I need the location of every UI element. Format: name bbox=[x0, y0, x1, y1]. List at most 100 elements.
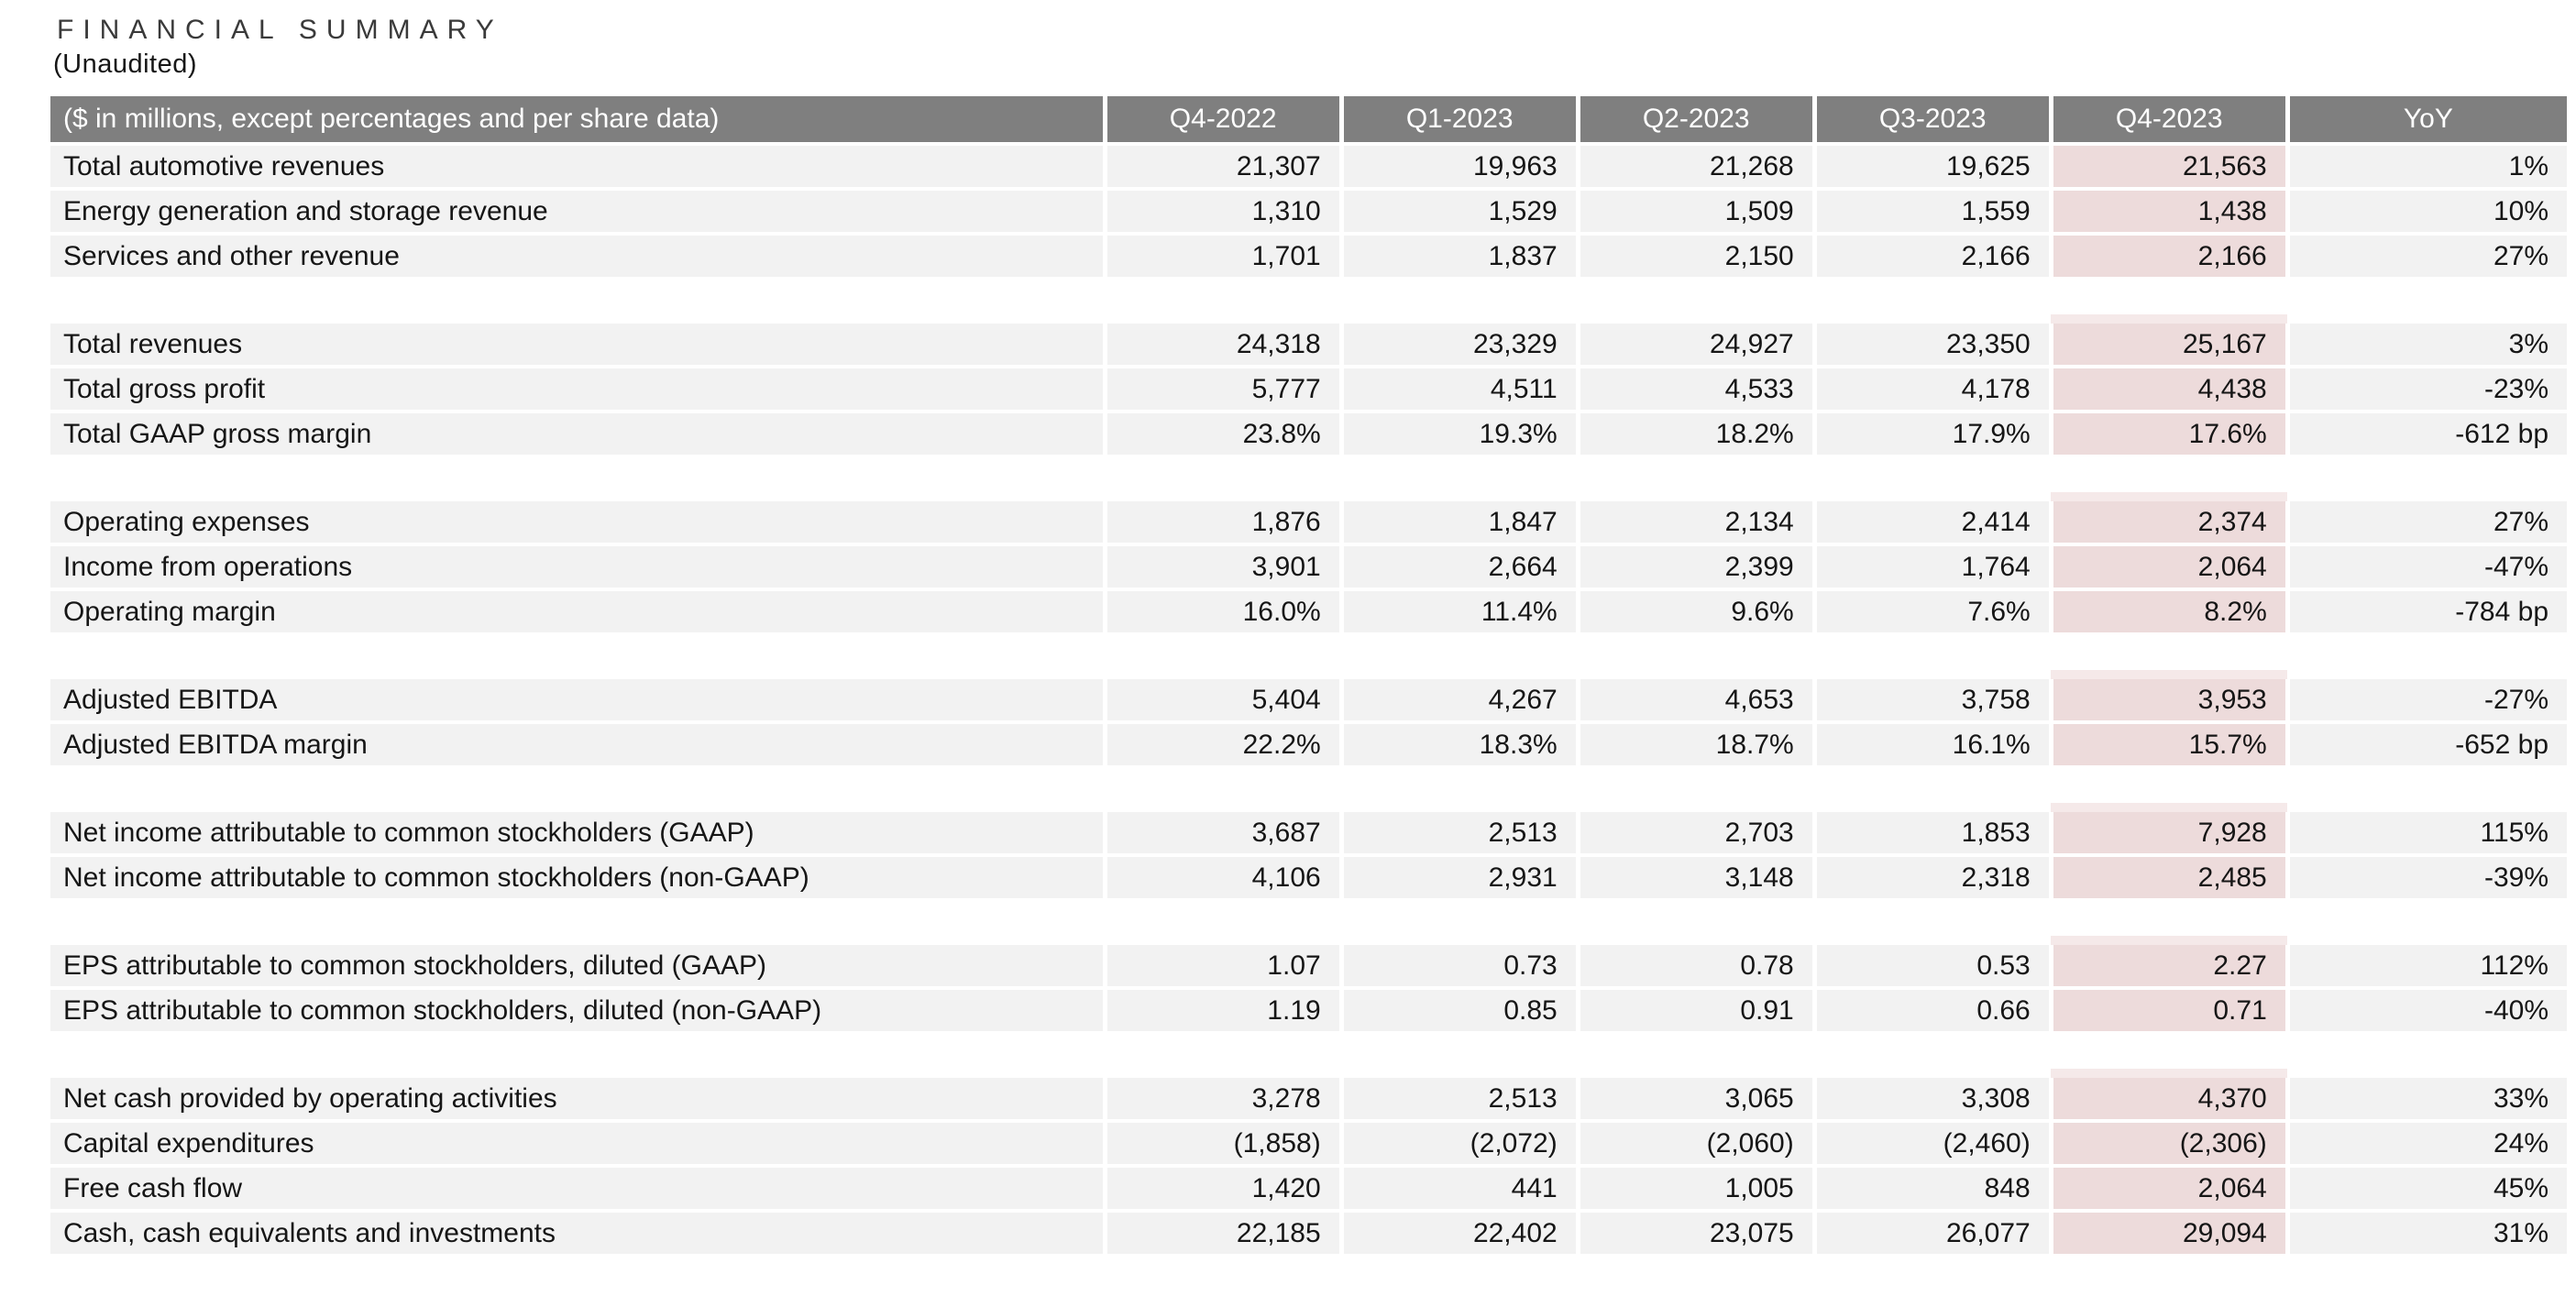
cell-value: 0.66 bbox=[1814, 988, 2053, 1035]
gap-cell bbox=[1578, 767, 1815, 812]
cell-value: 27% bbox=[2287, 234, 2567, 280]
group-gap-row bbox=[50, 456, 2567, 501]
cell-value: 2,414 bbox=[1814, 501, 2053, 546]
cell-value: 2,150 bbox=[1578, 234, 1817, 280]
gap-cell bbox=[1341, 456, 1579, 501]
cell-value: 11.4% bbox=[1341, 589, 1580, 636]
cell-value: 1,847 bbox=[1341, 501, 1580, 546]
cell-value-highlight: 29,094 bbox=[2051, 1211, 2290, 1258]
cell-value-highlight: 2,064 bbox=[2051, 544, 2290, 591]
cell-value: 2,166 bbox=[1814, 234, 2053, 280]
cell-value: 2,703 bbox=[1578, 812, 1817, 857]
cell-value: 1,701 bbox=[1105, 234, 1344, 280]
gap-cell bbox=[1105, 456, 1342, 501]
cell-value-highlight: 25,167 bbox=[2051, 324, 2290, 368]
table-body: Total automotive revenues 21,307 19,963 21,… bbox=[50, 144, 2567, 1258]
row-label: Adjusted EBITDA margin bbox=[50, 722, 1107, 769]
cell-value: 3,148 bbox=[1578, 855, 1817, 902]
group-gap-row bbox=[50, 767, 2567, 812]
cell-value-highlight: 21,563 bbox=[2051, 144, 2290, 191]
gap-cell-highlight-column bbox=[2051, 456, 2288, 501]
page-subtitle: (Unaudited) bbox=[53, 49, 198, 79]
gap-cell-highlight-column bbox=[2051, 279, 2288, 324]
cell-value: 2,318 bbox=[1814, 855, 2053, 902]
cell-value: 0.85 bbox=[1341, 988, 1580, 1035]
cell-value: 3,278 bbox=[1105, 1078, 1344, 1123]
cell-value: 1.19 bbox=[1105, 988, 1344, 1035]
cell-value: 22,402 bbox=[1341, 1211, 1580, 1258]
row-label: Operating margin bbox=[50, 589, 1107, 636]
gap-cell bbox=[1814, 279, 2052, 324]
table-row: Net income attributable to common stockh… bbox=[50, 855, 2567, 902]
group-gap-row bbox=[50, 900, 2567, 945]
cell-value: 24,318 bbox=[1105, 324, 1344, 368]
cell-value: 21,307 bbox=[1105, 144, 1344, 191]
row-label: Operating expenses bbox=[50, 501, 1107, 546]
cell-value: 2,664 bbox=[1341, 544, 1580, 591]
cell-value: 4,533 bbox=[1578, 367, 1817, 413]
table-row: Adjusted EBITDA 5,404 4,267 4,653 3,758 3,953… bbox=[50, 679, 2567, 724]
table-row: Services and other revenue 1,701 1,837 2,15… bbox=[50, 234, 2567, 280]
cell-value-highlight: 1,438 bbox=[2051, 189, 2290, 236]
column-header-q1-2023: Q1-2023 bbox=[1341, 96, 1580, 146]
cell-value: 112% bbox=[2287, 945, 2567, 990]
cell-value: 3% bbox=[2287, 324, 2567, 368]
cell-value: (2,060) bbox=[1578, 1121, 1817, 1168]
cell-value-highlight: 8.2% bbox=[2051, 589, 2290, 636]
row-label: Total GAAP gross margin bbox=[50, 412, 1107, 458]
cell-value: 17.9% bbox=[1814, 412, 2053, 458]
cell-value-highlight: 7,928 bbox=[2051, 812, 2290, 857]
table-row: Cash, cash equivalents and investments 22… bbox=[50, 1211, 2567, 1258]
table-row: Total revenues 24,318 23,329 24,927 23,350 25… bbox=[50, 324, 2567, 368]
table-row: Operating margin 16.0% 11.4% 9.6% 7.6% 8.2% -7… bbox=[50, 589, 2567, 636]
cell-value: 21,268 bbox=[1578, 144, 1817, 191]
gap-cell bbox=[1105, 900, 1342, 945]
cell-value: -40% bbox=[2287, 988, 2567, 1035]
cell-value: 18.3% bbox=[1341, 722, 1580, 769]
cell-value: 1,764 bbox=[1814, 544, 2053, 591]
cell-value: 3,687 bbox=[1105, 812, 1344, 857]
cell-value: 2,931 bbox=[1341, 855, 1580, 902]
gap-cell bbox=[1814, 767, 2052, 812]
cell-value: -652 bp bbox=[2287, 722, 2567, 769]
cell-value: -47% bbox=[2287, 544, 2567, 591]
cell-value: 5,404 bbox=[1105, 679, 1344, 724]
cell-value: 4,106 bbox=[1105, 855, 1344, 902]
table-row: Total gross profit 5,777 4,511 4,533 4,178 4,… bbox=[50, 367, 2567, 413]
cell-value: (2,460) bbox=[1814, 1121, 2053, 1168]
row-label: Net income attributable to common stockh… bbox=[50, 855, 1107, 902]
page-title: FINANCIAL SUMMARY bbox=[57, 15, 503, 45]
cell-value: 23,350 bbox=[1814, 324, 2053, 368]
gap-cell bbox=[2287, 456, 2567, 501]
gap-cell bbox=[1105, 1033, 1342, 1078]
cell-value-highlight: 2,166 bbox=[2051, 234, 2290, 280]
cell-value: 18.2% bbox=[1578, 412, 1817, 458]
table-row: Energy generation and storage revenue 1,3… bbox=[50, 189, 2567, 236]
group-gap-row bbox=[50, 1033, 2567, 1078]
cell-value: 2,513 bbox=[1341, 812, 1580, 857]
cell-value: 7.6% bbox=[1814, 589, 2053, 636]
table-row: Adjusted EBITDA margin 22.2% 18.3% 18.7% 16.… bbox=[50, 722, 2567, 769]
table-row: Operating expenses 1,876 1,847 2,134 2,414 2,… bbox=[50, 501, 2567, 546]
cell-value: 1,005 bbox=[1578, 1166, 1817, 1213]
cell-value: -784 bp bbox=[2287, 589, 2567, 636]
cell-value: 4,653 bbox=[1578, 679, 1817, 724]
gap-cell bbox=[1578, 279, 1815, 324]
table-row: Capital expenditures (1,858) (2,072) (2,060… bbox=[50, 1121, 2567, 1168]
gap-cell bbox=[1341, 767, 1579, 812]
cell-value: 1,509 bbox=[1578, 189, 1817, 236]
cell-value-highlight: 2,374 bbox=[2051, 501, 2290, 546]
table-row: Net income attributable to common stockh… bbox=[50, 812, 2567, 857]
cell-value-highlight: 2,064 bbox=[2051, 1166, 2290, 1213]
cell-value: 1,853 bbox=[1814, 812, 2053, 857]
cell-value: 19,963 bbox=[1341, 144, 1580, 191]
gap-cell bbox=[2287, 279, 2567, 324]
gap-cell bbox=[50, 279, 1106, 324]
gap-cell-highlight-column bbox=[2051, 1033, 2288, 1078]
column-header-q2-2023: Q2-2023 bbox=[1578, 96, 1817, 146]
row-label: Net income attributable to common stockh… bbox=[50, 812, 1107, 857]
gap-cell bbox=[2287, 634, 2567, 679]
cell-value: 26,077 bbox=[1814, 1211, 2053, 1258]
table-row: Net cash provided by operating activitie… bbox=[50, 1078, 2567, 1123]
row-label: Net cash provided by operating activitie… bbox=[50, 1078, 1107, 1123]
